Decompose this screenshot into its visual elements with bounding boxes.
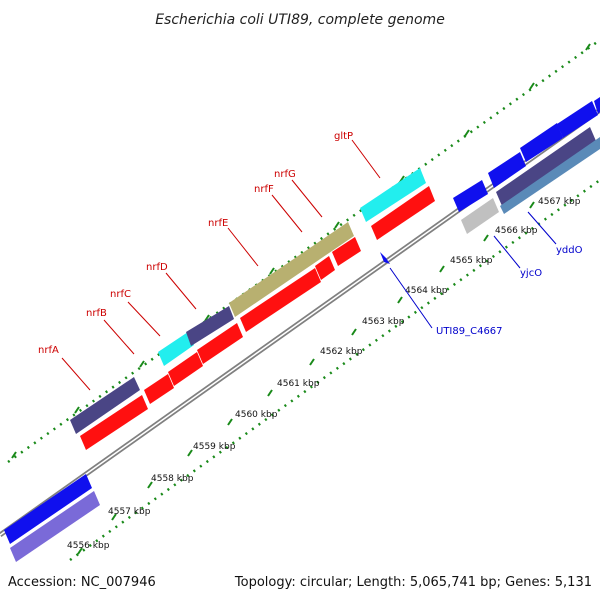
gene-feature [197, 323, 243, 364]
scale-label: 4567 kbp [538, 197, 581, 207]
scale-label: 4557 kbp [108, 507, 151, 517]
gene-feature [168, 352, 203, 386]
reverse-strand-genes [10, 127, 600, 562]
red-gene-labels: nrfA nrfB nrfC nrfD nrfE nrfF nrfG gltP [38, 131, 381, 391]
gene-label-UTI89_C4667: UTI89_C4667 [436, 326, 503, 337]
scale-labels: 4556 kbp 4557 kbp 4558 kbp 4559 kbp 4560… [67, 197, 581, 551]
gene-feature [229, 222, 354, 317]
gene-feature [500, 137, 600, 214]
inner-major-ticks [77, 201, 535, 555]
blue-gene-labels: UTI89_C4667 yjcO yddO [389, 211, 583, 337]
gene-feature [360, 168, 426, 222]
gene-feature [332, 237, 361, 266]
gene-label-yjcO: yjcO [520, 268, 542, 279]
gene-label-nrfF: nrfF [254, 184, 274, 195]
outer-major-ticks [11, 43, 591, 459]
scale-label: 4566 kbp [495, 226, 538, 236]
scale-label: 4560 kbp [235, 410, 278, 420]
gene-label-nrfC: nrfC [110, 289, 131, 300]
gene-feature [520, 123, 563, 162]
scale-label: 4558 kbp [151, 474, 194, 484]
scale-label: 4565 kbp [450, 256, 493, 266]
gene-feature [453, 180, 488, 212]
gene-feature [158, 332, 194, 366]
gene-feature [240, 268, 321, 332]
gene-label-gltP: gltP [334, 131, 353, 142]
gene-feature [557, 101, 598, 138]
gene-label-nrfD: nrfD [146, 262, 168, 273]
gene-feature [496, 127, 596, 206]
gene-feature [315, 256, 335, 280]
scale-label: 4562 kbp [320, 347, 363, 357]
gene-feature [80, 395, 148, 450]
gene-feature [70, 377, 140, 434]
gene-feature [10, 491, 100, 562]
scale-label: 4561 kbp [277, 379, 320, 389]
gene-feature [4, 474, 92, 544]
map-title: Escherichia coli UTI89, complete genome [155, 12, 445, 28]
scale-label: 4559 kbp [193, 442, 236, 452]
forward-strand-genes [4, 97, 600, 544]
gene-feature [594, 97, 600, 114]
scale-label: 4564 kbp [405, 286, 448, 296]
topology-summary: Topology: circular; Length: 5,065,741 bp… [234, 575, 592, 590]
scale-label: 4556 kbp [67, 541, 110, 551]
outer-tick-track [7, 38, 600, 464]
scale-label: 4563 kbp [362, 317, 405, 327]
gene-label-nrfG: nrfG [274, 169, 296, 180]
gene-label-nrfB: nrfB [86, 308, 107, 319]
gene-feature [371, 186, 435, 240]
gene-marker [380, 252, 390, 264]
accession-text: Accession: NC_007946 [8, 575, 156, 590]
gene-feature [461, 198, 499, 234]
gene-feature [186, 306, 234, 346]
gene-feature [488, 152, 526, 188]
gene-feature [144, 374, 174, 404]
gene-label-yddO: yddO [556, 245, 583, 256]
gene-label-nrfE: nrfE [208, 218, 228, 229]
gene-label-nrfA: nrfA [38, 345, 59, 356]
